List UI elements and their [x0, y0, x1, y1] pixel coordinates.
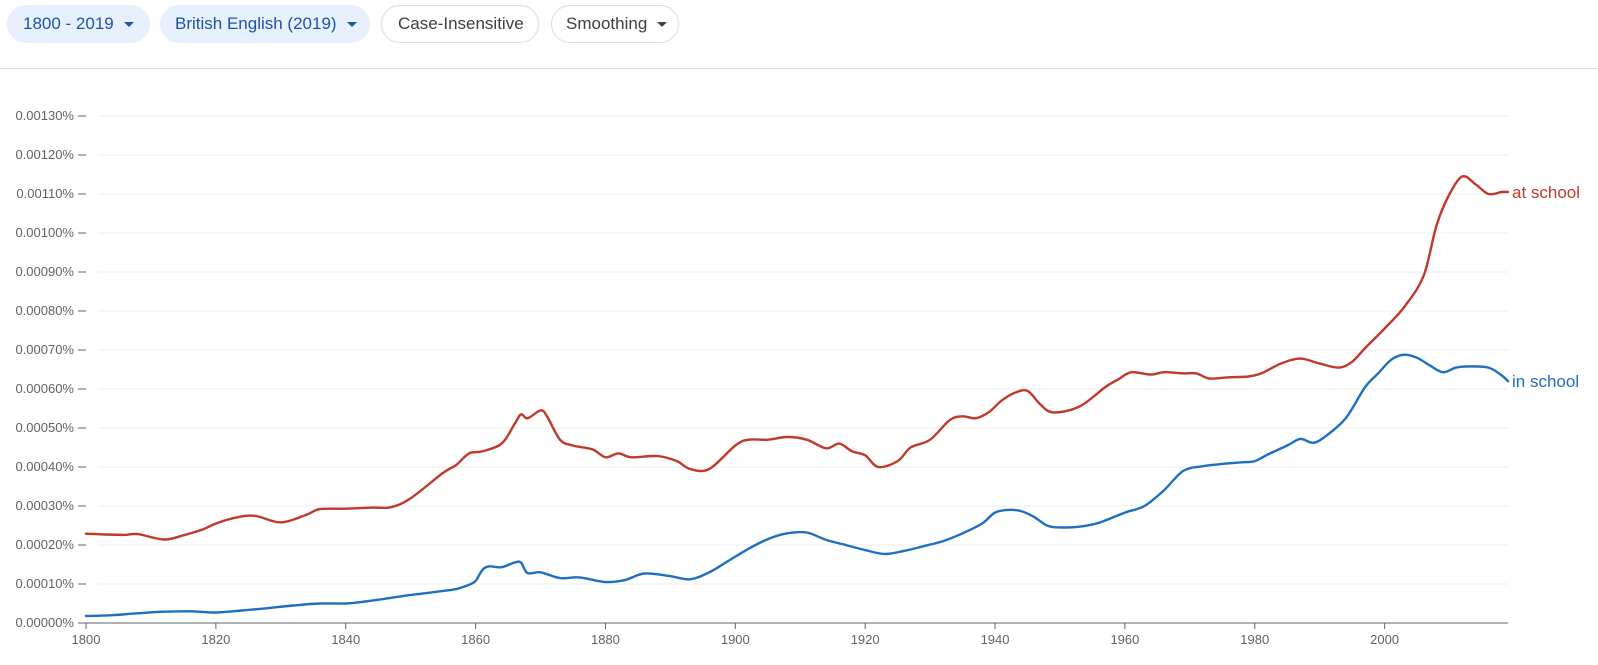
y-tick-label: 0.00030% [15, 498, 74, 513]
ngram-line-chart: 0.00000% 0.00010% 0.00020% 0.00030% 0.00040%… [15, 108, 1580, 647]
corpus-label: British English (2019) [175, 14, 337, 33]
case-insensitive-label: Case-Insensitive [398, 14, 524, 33]
y-tick-label: 0.00050% [15, 420, 74, 435]
y-tick-label: 0.00080% [15, 303, 74, 318]
y-tick-label: 0.00040% [15, 459, 74, 474]
year-range-label: 1800 - 2019 [23, 14, 114, 33]
x-tick-label: 1800 [72, 632, 101, 647]
y-tick-label: 0.00120% [15, 147, 74, 162]
series-label-at-school: at school [1512, 183, 1580, 202]
grid-lines [98, 115, 1508, 585]
y-tick-label: 0.00130% [15, 108, 74, 123]
x-tick-label: 1920 [851, 632, 880, 647]
series-lines [84, 174, 1510, 618]
corpus-dropdown[interactable]: British English (2019) [160, 5, 370, 43]
x-tick-label: 1880 [591, 632, 620, 647]
x-tick-label: 1840 [331, 632, 360, 647]
y-tick-label: 0.00090% [15, 264, 74, 279]
x-tick-label: 1900 [721, 632, 750, 647]
year-range-dropdown[interactable]: 1800 - 2019 [7, 5, 150, 43]
smoothing-dropdown[interactable]: Smoothing [551, 5, 679, 43]
series-label-in-school: in school [1512, 372, 1579, 391]
x-tick-label: 1820 [201, 632, 230, 647]
x-tick-label: 1860 [461, 632, 490, 647]
x-tick-label: 2000 [1370, 632, 1399, 647]
y-tick-label: 0.00060% [15, 381, 74, 396]
y-tick-label: 0.00100% [15, 225, 74, 240]
x-tick-label: 1960 [1110, 632, 1139, 647]
x-tick-label: 1980 [1240, 632, 1269, 647]
series-line-at-school [84, 174, 1510, 541]
x-tick-label: 1940 [981, 632, 1010, 647]
y-tick-label: 0.00000% [15, 615, 74, 630]
case-insensitive-toggle[interactable]: Case-Insensitive [381, 5, 539, 43]
x-axis: 1800 1820 1840 1860 1880 1900 1920 1940 1960 1980… [72, 622, 1508, 647]
y-axis: 0.00000% 0.00010% 0.00020% 0.00030% 0.00040%… [15, 108, 86, 630]
series-labels: at school in school [1512, 183, 1580, 391]
caret-down-icon [346, 21, 357, 27]
y-tick-label: 0.00020% [15, 537, 74, 552]
y-tick-label: 0.00110% [16, 186, 74, 201]
caret-down-icon [123, 21, 134, 27]
series-line-in-school [84, 353, 1510, 618]
y-tick-label: 0.00070% [15, 342, 74, 357]
filter-toolbar: 1800 - 2019 British English (2019) Case-… [0, 0, 1598, 69]
caret-down-icon [657, 21, 668, 27]
smoothing-label: Smoothing [566, 14, 648, 33]
y-tick-label: 0.00010% [15, 576, 74, 591]
